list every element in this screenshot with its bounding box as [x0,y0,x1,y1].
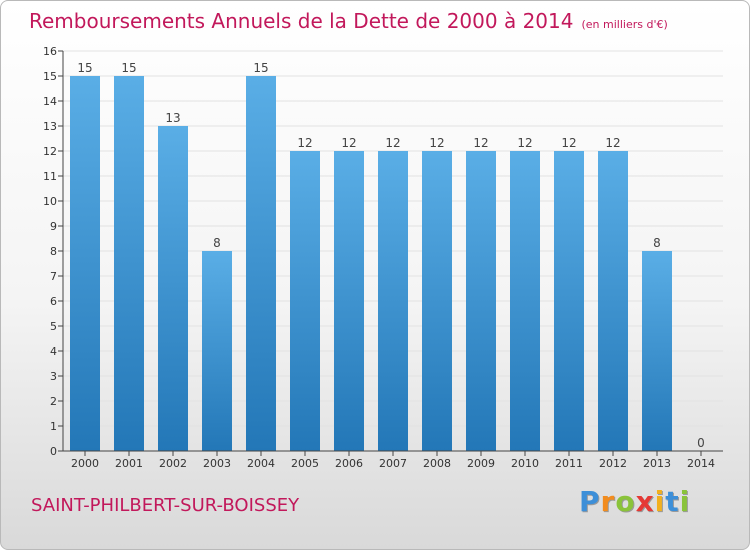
chart-unit: (en milliers d'€) [581,18,668,31]
bar-2004 [246,76,276,451]
bar-2001 [114,76,144,451]
x-tick-label-2007: 2007 [379,457,407,470]
x-tick-label-2014: 2014 [687,457,715,470]
data-label-2007: 12 [385,136,400,150]
data-labels: 15 15 13 8 15 12 12 12 12 12 12 12 12 8 0 [77,61,704,450]
bar-2008 [422,151,452,451]
data-label-2004: 15 [253,61,268,75]
data-label-2006: 12 [341,136,356,150]
commune-name: SAINT-PHILBERT-SUR-BOISSEY [31,495,300,516]
data-label-2012: 12 [605,136,620,150]
data-label-2003: 8 [213,236,221,250]
y-tick-label: 0 [50,445,57,458]
x-tick-label-2008: 2008 [423,457,451,470]
bar-2010 [510,151,540,451]
x-tick-label-2006: 2006 [335,457,363,470]
logo-letter: x [635,485,655,518]
bar-2011 [554,151,584,451]
data-label-2014: 0 [697,436,705,450]
bar-2012 [598,151,628,451]
bar-2003 [202,251,232,451]
y-tick-label: 13 [43,120,57,133]
y-tick-label: 12 [43,145,57,158]
logo-letter: t [665,485,680,518]
logo-letter: i [654,485,666,518]
data-label-2002: 13 [165,111,180,125]
x-tick-label-2013: 2013 [643,457,671,470]
y-tick-label: 4 [50,345,57,358]
y-tick-label: 2 [50,395,57,408]
data-label-2008: 12 [429,136,444,150]
bars [70,76,672,451]
bar-2013 [642,251,672,451]
bar-2006 [334,151,364,451]
x-tick-label-2000: 2000 [71,457,99,470]
y-tick-label: 5 [50,320,57,333]
logo-letter: i [679,485,691,518]
x-tick-label-2003: 2003 [203,457,231,470]
y-tick-label: 14 [43,95,57,108]
y-tick-label: 15 [43,70,57,83]
logo-letter: P [579,485,601,518]
x-tick-label-2012: 2012 [599,457,627,470]
bar-2007 [378,151,408,451]
x-tick-label-2004: 2004 [247,457,275,470]
logo-letter: r [600,485,616,518]
x-tick-label-2011: 2011 [555,457,583,470]
y-tick-label: 11 [43,170,57,183]
chart-title-text: Remboursements Annuels de la Dette de 20… [29,9,574,33]
data-label-2011: 12 [561,136,576,150]
x-tick-label-2001: 2001 [115,457,143,470]
logo-letter: o [615,485,636,518]
y-tick-label: 3 [50,370,57,383]
x-tick-label-2010: 2010 [511,457,539,470]
x-tick-label-2002: 2002 [159,457,187,470]
y-tick-label: 7 [50,270,57,283]
y-tick-label: 10 [43,195,57,208]
chart-title: Remboursements Annuels de la Dette de 20… [29,9,668,33]
y-tick-label: 8 [50,245,57,258]
y-tick-label: 6 [50,295,57,308]
x-tick-label-2005: 2005 [291,457,319,470]
data-label-2009: 12 [473,136,488,150]
data-label-2000: 15 [77,61,92,75]
data-label-2010: 12 [517,136,532,150]
x-tick-label-2009: 2009 [467,457,495,470]
data-label-2005: 12 [297,136,312,150]
bar-2000 [70,76,100,451]
bar-2005 [290,151,320,451]
bar-2002 [158,126,188,451]
data-label-2013: 8 [653,236,661,250]
bar-2009 [466,151,496,451]
data-label-2001: 15 [121,61,136,75]
proxiti-logo[interactable]: Proxiti [579,485,690,518]
y-tick-label: 9 [50,220,57,233]
y-tick-label: 1 [50,420,57,433]
y-tick-label: 16 [43,45,57,58]
